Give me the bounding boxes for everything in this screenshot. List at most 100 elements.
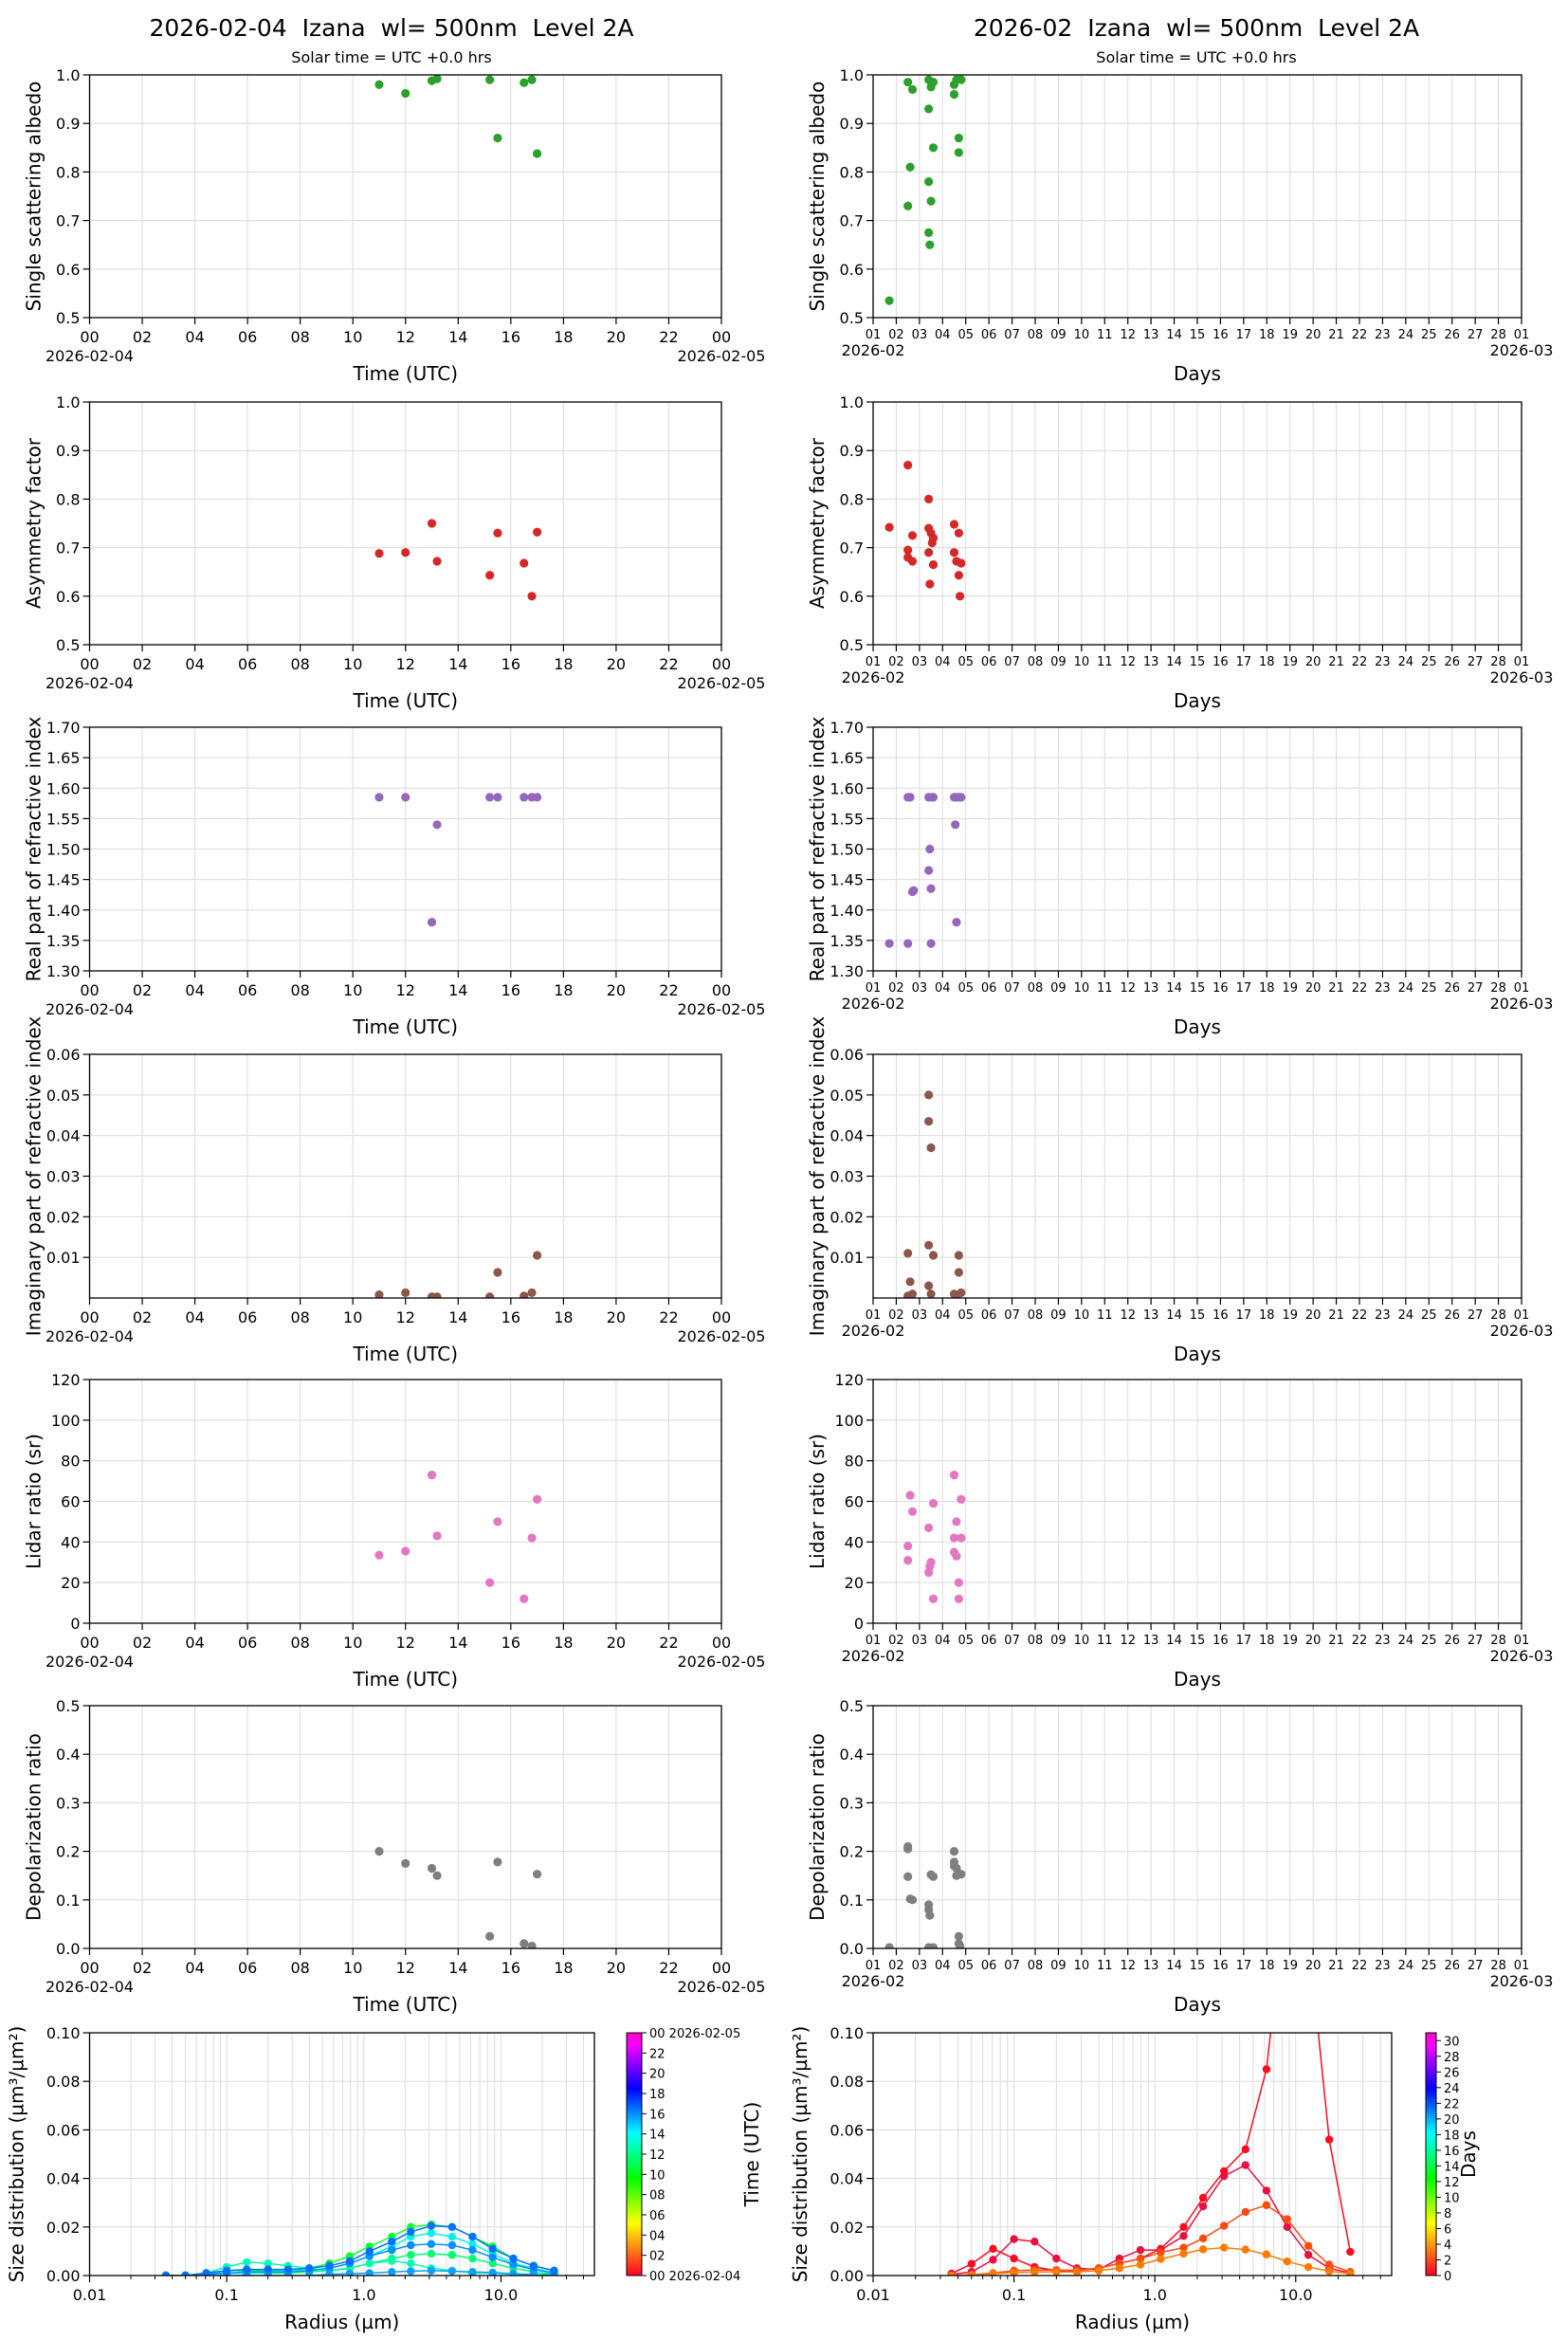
x-tick-label: 22 xyxy=(659,655,678,673)
x-tick-label: 13 xyxy=(1143,1308,1159,1323)
x-tick-label: 08 xyxy=(1028,1959,1044,1973)
colorbar-gradient xyxy=(1425,2032,1437,2276)
x-tick-label: 14 xyxy=(448,328,467,346)
size-distribution-series xyxy=(161,2221,558,2276)
data-point xyxy=(432,75,442,83)
x-tick-label: 27 xyxy=(1468,981,1484,996)
series-point xyxy=(488,2268,497,2276)
data-marks xyxy=(374,1251,542,1298)
series-point xyxy=(427,2266,436,2276)
x-tick-label: 14 xyxy=(1166,1959,1182,1973)
x-tick-label: 22 xyxy=(1352,981,1368,996)
x-tick-label: 28 xyxy=(1490,1634,1506,1648)
x-tick-label: 01 xyxy=(1514,1634,1530,1648)
x-tick-label: 05 xyxy=(957,655,974,669)
x-tick-label: 18 xyxy=(1259,1308,1275,1323)
colorbar-tick-label: 24 xyxy=(1444,2082,1460,2096)
series-point xyxy=(509,2254,518,2263)
data-point xyxy=(432,1871,442,1880)
data-point xyxy=(927,793,937,802)
series-point xyxy=(1241,2161,1249,2169)
series-point xyxy=(345,2257,355,2265)
y-tick-label: 0.7 xyxy=(840,539,864,558)
data-point xyxy=(520,1291,529,1298)
y-tick-label: 0.08 xyxy=(830,2073,864,2091)
y-tick-label: 100 xyxy=(51,1412,81,1430)
x-tick-label: 12 xyxy=(396,1959,415,1977)
x-tick-label: 27 xyxy=(1468,1634,1484,1648)
x-tick-label: 14 xyxy=(1166,1634,1182,1648)
x-tick-label: 04 xyxy=(185,655,204,673)
y-tick-label: 1.55 xyxy=(46,810,81,828)
series-point xyxy=(488,2253,497,2261)
colorbar-tick-label: 12 xyxy=(1444,2176,1460,2190)
right-subtitle: Solar time = UTC +0.0 hrs xyxy=(1096,48,1296,66)
series-point xyxy=(468,2267,477,2276)
y-tick-label: 1.65 xyxy=(46,749,81,767)
x-tick-label: 06 xyxy=(981,328,997,342)
data-point xyxy=(401,1288,410,1298)
x-tick-label: 15 xyxy=(1190,655,1206,669)
data-point xyxy=(925,579,935,589)
x-tick-label: 05 xyxy=(957,328,974,342)
x-tick-label: 08 xyxy=(290,1959,309,1977)
series-point xyxy=(264,2259,272,2268)
x-tick-label: 12 xyxy=(1120,328,1136,342)
series-point xyxy=(1304,2262,1313,2272)
series-point xyxy=(427,2221,436,2230)
x-tick-label: 13 xyxy=(1143,1959,1159,1973)
y-tick-label: 0.7 xyxy=(56,212,80,230)
data-point xyxy=(952,1551,961,1561)
data-point xyxy=(520,793,529,802)
x-tick-label: 07 xyxy=(1004,328,1020,342)
data-point xyxy=(485,1292,495,1298)
x-tick-label: 16 xyxy=(501,1959,520,1977)
data-point xyxy=(903,1844,913,1854)
series-point xyxy=(1072,2267,1082,2276)
data-point xyxy=(928,1943,939,1948)
y-tick-label: 1.30 xyxy=(830,962,864,980)
y-tick-label: 0.04 xyxy=(46,1127,81,1145)
series-point xyxy=(1304,1931,1312,1939)
x-tick-label: 10 xyxy=(343,655,362,673)
x-tick-label: 24 xyxy=(1398,1308,1414,1323)
y-tick-label: 0.06 xyxy=(46,1046,81,1064)
data-point xyxy=(374,1550,384,1560)
x-tick-label: 24 xyxy=(1398,655,1414,669)
x-tick-label: 17 xyxy=(1236,655,1252,669)
x-end-date-label: 2026-02-05 xyxy=(678,1653,766,1671)
colorbar-tick-label: 22 xyxy=(649,2047,665,2061)
data-point xyxy=(427,1863,437,1874)
x-tick-label: 14 xyxy=(1166,1308,1182,1323)
colorbar-tick-label: 8 xyxy=(1444,2207,1451,2221)
colorbar-tick-label: 18 xyxy=(1444,2129,1460,2143)
series-point xyxy=(967,2271,976,2276)
x-tick-label: 01 xyxy=(1514,981,1530,996)
x-tick-label: 0.1 xyxy=(1002,2286,1026,2304)
x-tick-label: 02 xyxy=(888,1308,904,1323)
x-tick-label: 15 xyxy=(1190,1959,1206,1973)
grid xyxy=(89,401,722,646)
x-tick-label: 26 xyxy=(1444,328,1460,342)
data-point xyxy=(533,1870,542,1879)
x-tick-label: 27 xyxy=(1468,1959,1484,1973)
x-tick-label: 05 xyxy=(957,1959,974,1973)
y-tick-label: 0.1 xyxy=(56,1892,80,1910)
x-tick-label: 06 xyxy=(981,655,997,669)
x-tick-label: 28 xyxy=(1490,1308,1506,1323)
plot-frame xyxy=(872,726,1522,972)
series-point xyxy=(388,2267,396,2276)
data-point xyxy=(924,1117,934,1126)
colorbar-tick-label: 18 xyxy=(649,2088,665,2102)
x-tick-label: 01 xyxy=(1514,328,1530,342)
x-tick-label: 14 xyxy=(448,1959,467,1977)
x-tick-label: 0.01 xyxy=(856,2286,890,2304)
data-marks xyxy=(903,1090,966,1298)
x-tick-label: 25 xyxy=(1421,1634,1437,1648)
x-tick-label: 16 xyxy=(501,1308,520,1326)
series-point xyxy=(447,2240,457,2250)
data-point xyxy=(432,557,442,566)
grid xyxy=(872,726,1522,972)
y-tick-label: 0.04 xyxy=(830,1127,864,1145)
